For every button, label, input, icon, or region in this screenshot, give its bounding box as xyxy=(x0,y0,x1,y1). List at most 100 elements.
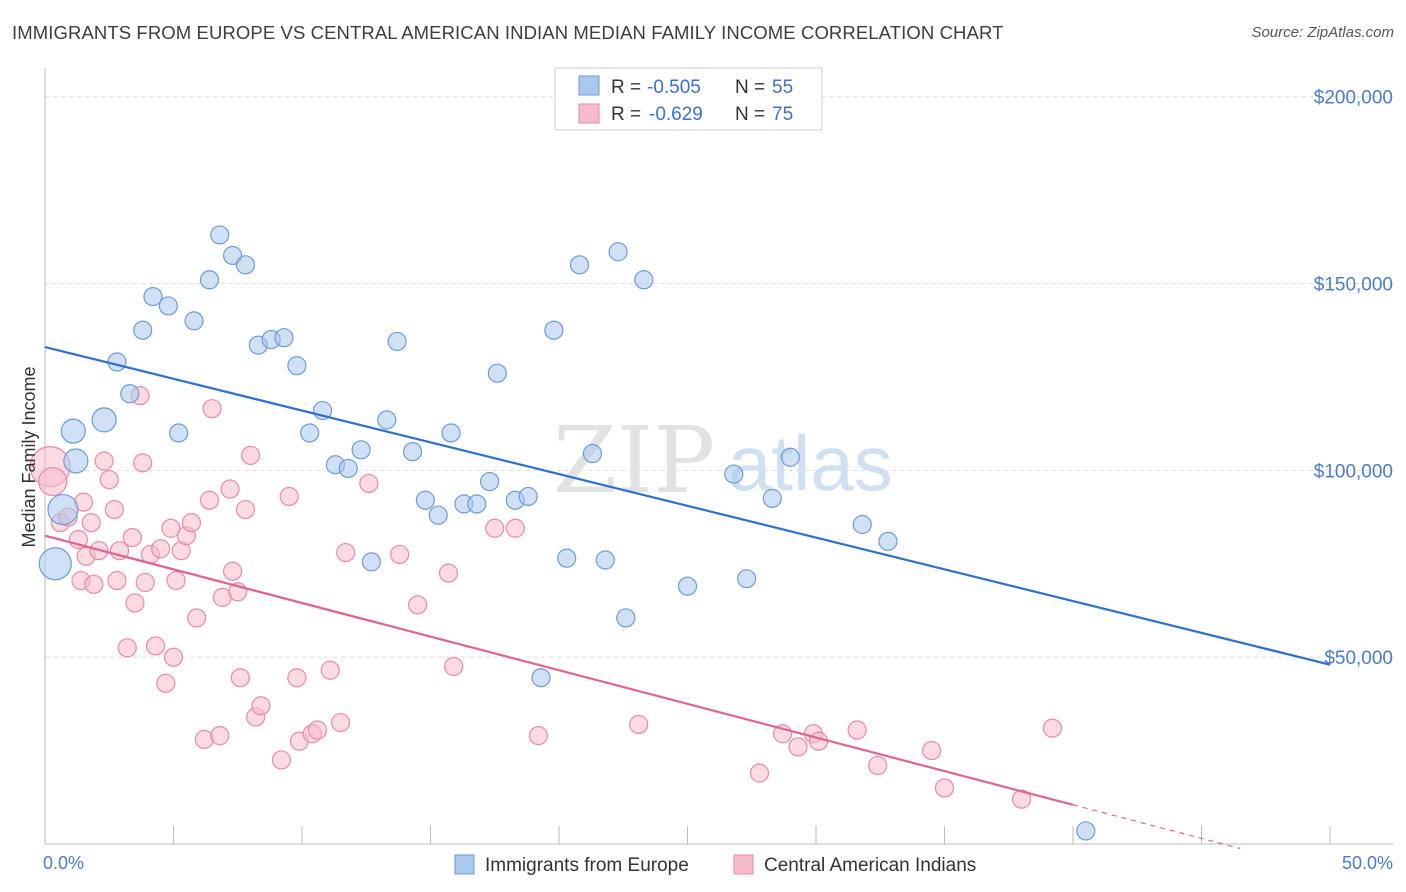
source-label: Source: ZipAtlas.com xyxy=(1251,24,1394,41)
blue-point xyxy=(287,356,307,376)
chart-title: IMMIGRANTS FROM EUROPE VS CENTRAL AMERIC… xyxy=(12,22,1004,43)
stats-r-value-blue: -0.505 xyxy=(647,77,701,98)
watermark-zip: ZIP xyxy=(553,407,715,514)
trend-line-pink xyxy=(44,534,1074,806)
stats-r-label-blue: R = xyxy=(611,77,641,98)
legend-swatch-blue xyxy=(454,854,475,875)
blue-point xyxy=(737,569,757,589)
blue-point xyxy=(780,447,800,467)
pink-point xyxy=(868,755,888,776)
legend-label-blue: Immigrants from Europe xyxy=(485,855,689,876)
pink-point xyxy=(241,445,261,465)
blue-point xyxy=(582,443,603,464)
blue-point xyxy=(608,242,628,262)
blue-point xyxy=(387,331,407,352)
pink-point xyxy=(122,527,142,548)
pink-point xyxy=(94,451,114,471)
y-tick-label: $50,000 xyxy=(1324,648,1393,669)
blue-point xyxy=(415,490,435,510)
stats-box: R = -0.505 N = 55 R = -0.629 N = 75 xyxy=(554,67,823,131)
trend-line-pink-extension xyxy=(1072,804,1241,850)
pink-point xyxy=(749,763,770,783)
series-immigrants-from-europe xyxy=(38,225,1096,841)
pink-point xyxy=(934,778,955,798)
pink-point xyxy=(125,593,145,613)
blue-point xyxy=(223,245,243,266)
legend-label-pink: Central American Indians xyxy=(764,855,976,876)
series-central-american-indians xyxy=(29,386,1063,809)
stats-swatch-blue xyxy=(578,75,600,96)
blue-point xyxy=(402,442,423,462)
blue-point xyxy=(878,531,898,551)
pink-point xyxy=(847,720,867,740)
blue-point xyxy=(634,270,654,290)
pink-point xyxy=(320,660,340,680)
blue-point xyxy=(120,384,140,404)
blue-point xyxy=(210,225,230,245)
stats-n-value-pink: 75 xyxy=(772,104,793,125)
pink-point xyxy=(166,570,186,591)
blue-point xyxy=(616,608,636,628)
pink-point xyxy=(163,647,184,667)
pink-point xyxy=(485,518,505,538)
blue-point xyxy=(133,320,153,340)
pink-point xyxy=(528,726,549,746)
trend-lines xyxy=(44,345,1331,850)
pink-point xyxy=(161,518,181,538)
blue-point xyxy=(852,514,872,535)
pink-point xyxy=(202,399,222,419)
blue-point xyxy=(595,550,615,570)
pink-point xyxy=(922,740,942,761)
blue-point xyxy=(38,547,72,581)
pink-point xyxy=(187,608,207,628)
stats-n-label-pink: N = xyxy=(735,104,765,125)
blue-point xyxy=(169,423,189,443)
pink-point xyxy=(408,595,428,615)
blue-point xyxy=(428,505,448,525)
pink-point xyxy=(156,673,176,693)
legend: Immigrants from Europe Central American … xyxy=(454,854,976,876)
pink-point xyxy=(444,656,464,677)
pink-point xyxy=(117,638,137,658)
pink-point xyxy=(1011,789,1032,809)
blue-point xyxy=(63,448,89,474)
pink-point xyxy=(199,490,220,510)
stats-n-value-blue: 55 xyxy=(772,77,793,98)
pink-point xyxy=(505,518,525,538)
blue-point xyxy=(762,488,782,508)
pink-point xyxy=(629,714,649,735)
pink-point xyxy=(230,668,250,688)
stats-r-label-pink: R = xyxy=(611,104,641,125)
pink-point xyxy=(133,453,153,473)
blue-point xyxy=(274,328,294,348)
blue-point xyxy=(518,486,538,507)
blue-point xyxy=(107,352,127,372)
watermark-atlas: atlas xyxy=(728,419,893,507)
stats-swatch-pink xyxy=(578,103,600,124)
blue-point xyxy=(544,320,564,340)
blue-point xyxy=(487,363,507,383)
pink-point xyxy=(251,696,271,716)
blue-point xyxy=(377,410,397,430)
blue-point xyxy=(143,286,163,307)
blue-point xyxy=(338,458,358,479)
pink-point xyxy=(271,750,292,770)
pink-point xyxy=(99,470,119,490)
pink-point xyxy=(390,544,410,565)
pink-point xyxy=(307,720,328,740)
pink-point xyxy=(135,572,155,593)
watermark: ZIP atlas xyxy=(553,407,893,514)
pink-point xyxy=(220,479,240,499)
pink-point xyxy=(788,737,808,757)
pink-point xyxy=(181,513,202,533)
blue-point xyxy=(480,471,500,492)
blue-point xyxy=(557,548,577,568)
blue-point xyxy=(47,493,79,526)
pink-point xyxy=(330,712,351,733)
y-axis-label: Median Family Income xyxy=(19,366,39,547)
blue-point xyxy=(467,494,487,514)
gridlines xyxy=(45,96,1393,658)
blue-point xyxy=(441,423,461,443)
blue-point xyxy=(531,668,551,688)
